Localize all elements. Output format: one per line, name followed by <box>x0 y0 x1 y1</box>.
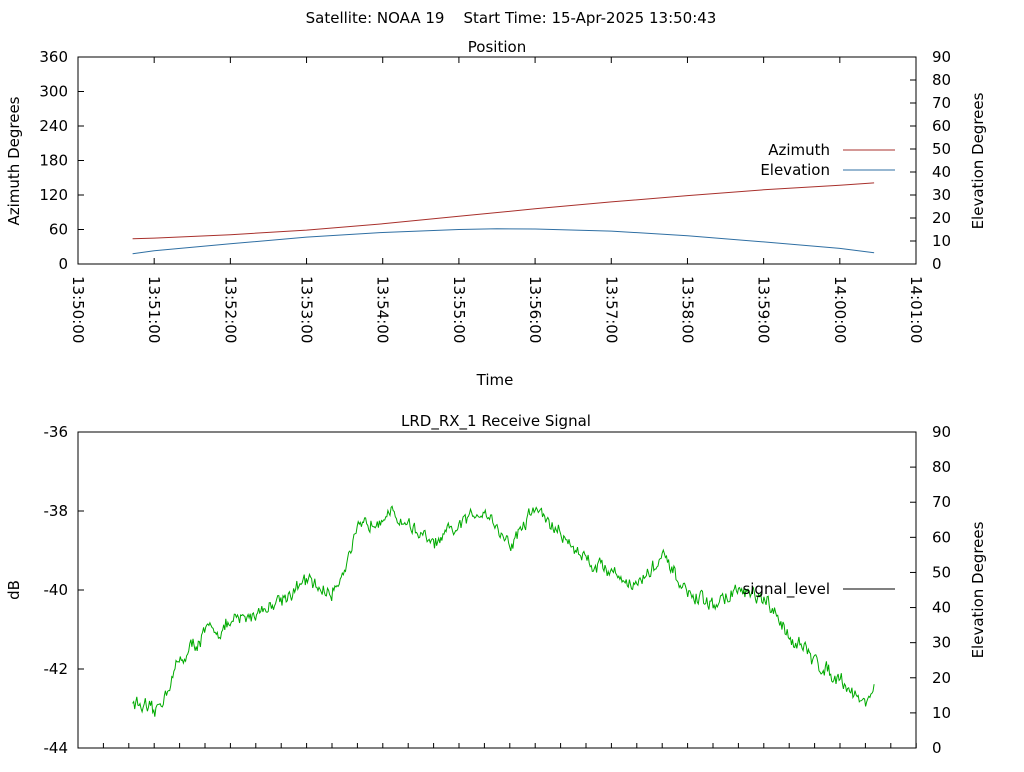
position-x-tick-label: 13:55:00 <box>450 276 468 343</box>
position-chart-title: Position <box>468 38 526 56</box>
signal-legend-label-signal_level: signal_level <box>742 580 830 599</box>
position-series-azimuth <box>132 182 875 240</box>
signal-y2-tick-label: 40 <box>932 599 951 617</box>
position-x-axis-label: Time <box>476 371 514 389</box>
signal-chart-title: LRD_RX_1 Receive Signal <box>401 412 591 431</box>
position-y-tick-label: 180 <box>39 152 68 170</box>
position-x-tick-label: 13:50:00 <box>69 276 87 343</box>
position-x-tick-label: 13:56:00 <box>526 276 544 343</box>
position-legend-label-azimuth: Azimuth <box>768 141 830 159</box>
position-x-tick-label: 14:01:00 <box>907 276 925 343</box>
position-x-tick-label: 13:52:00 <box>221 276 239 343</box>
position-y-tick-label: 0 <box>58 255 68 273</box>
signal-y2-tick-label: 70 <box>932 493 951 511</box>
position-x-tick-label: 13:57:00 <box>602 276 620 343</box>
position-series-elevation <box>132 228 875 255</box>
position-x-tick-label: 13:58:00 <box>678 276 696 343</box>
position-y2-tick-label: 30 <box>932 186 951 204</box>
position-x-tick-label: 14:00:00 <box>831 276 849 343</box>
figure-title: Satellite: NOAA 19 Start Time: 15-Apr-20… <box>306 9 717 27</box>
position-y2-tick-label: 10 <box>932 232 951 250</box>
signal-y-tick-label: -44 <box>44 739 69 757</box>
position-y-tick-label: 120 <box>39 186 68 204</box>
position-y-tick-label: 60 <box>49 221 68 239</box>
signal-y-tick-label: -40 <box>44 581 69 599</box>
position-y2-tick-label: 70 <box>932 94 951 112</box>
signal-y2-tick-label: 0 <box>932 739 942 757</box>
signal-y2-axis-label: Elevation Degrees <box>969 521 987 658</box>
position-y2-axis-label: Elevation Degrees <box>969 92 987 229</box>
position-y-axis-label: Azimuth Degrees <box>5 96 23 225</box>
position-x-tick-label: 13:53:00 <box>298 276 316 343</box>
signal-y-tick-label: -36 <box>44 423 69 441</box>
signal-y2-tick-label: 30 <box>932 634 951 652</box>
signal-y2-tick-label: 10 <box>932 704 951 722</box>
position-y2-tick-label: 60 <box>932 117 951 135</box>
position-y-tick-label: 240 <box>39 117 68 135</box>
signal-y2-tick-label: 60 <box>932 528 951 546</box>
signal-y2-tick-label: 20 <box>932 669 951 687</box>
position-x-tick-label: 13:59:00 <box>755 276 773 343</box>
signal-y2-tick-label: 50 <box>932 563 951 581</box>
position-y2-tick-label: 90 <box>932 48 951 66</box>
position-y2-tick-label: 50 <box>932 140 951 158</box>
position-legend-label-elevation: Elevation <box>760 161 830 179</box>
position-y-tick-label: 300 <box>39 83 68 101</box>
position-y2-tick-label: 40 <box>932 163 951 181</box>
position-y2-tick-label: 0 <box>932 255 942 273</box>
position-x-tick-label: 13:51:00 <box>145 276 163 343</box>
signal-y-tick-label: -42 <box>44 660 69 678</box>
signal-series-signal_level <box>132 505 875 717</box>
position-y2-tick-label: 20 <box>932 209 951 227</box>
signal-y2-tick-label: 80 <box>932 458 951 476</box>
signal-y-axis-label: dB <box>5 580 23 600</box>
signal-y2-tick-label: 90 <box>932 423 951 441</box>
position-y-tick-label: 360 <box>39 48 68 66</box>
position-y2-tick-label: 80 <box>932 71 951 89</box>
signal-y-tick-label: -38 <box>44 502 69 520</box>
position-x-tick-label: 13:54:00 <box>374 276 392 343</box>
